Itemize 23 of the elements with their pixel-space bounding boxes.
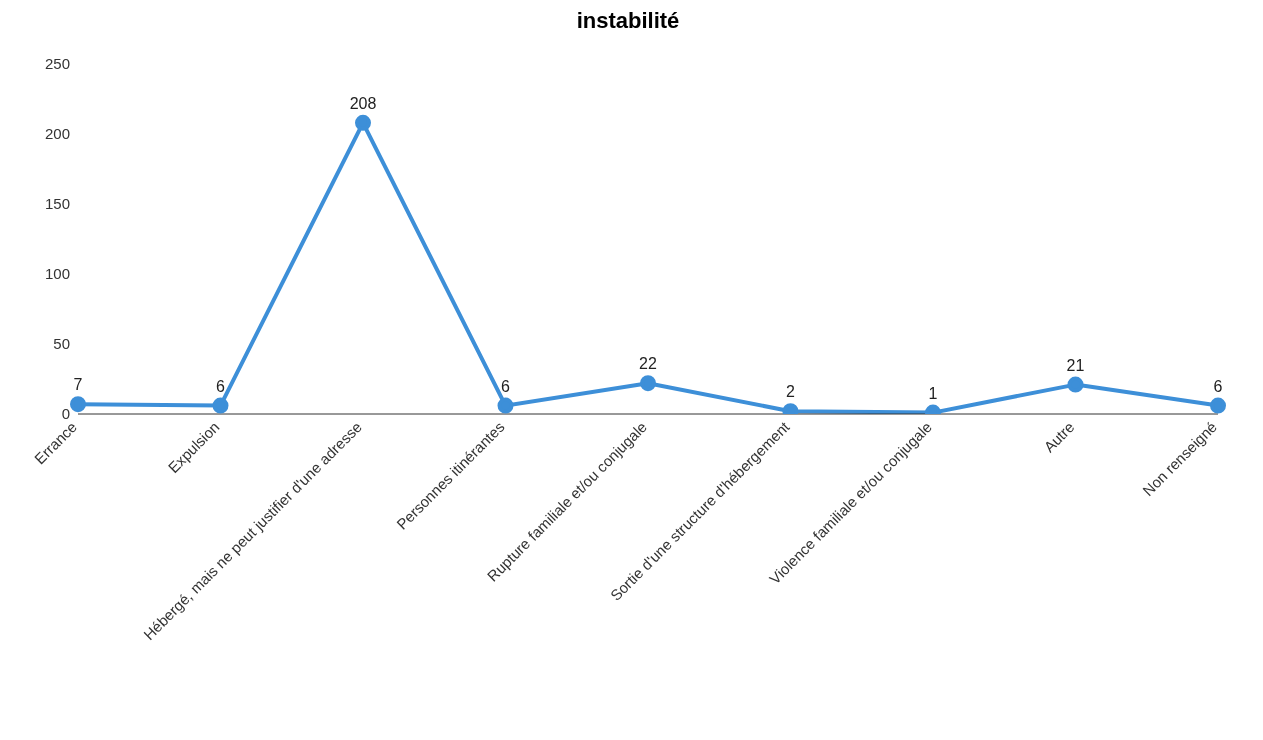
y-tick-label: 100 (44, 265, 70, 283)
data-label: 208 (349, 94, 377, 112)
y-tick-label: 50 (53, 335, 70, 353)
chart-title: instabilité (575, 8, 681, 34)
data-label: 21 (1066, 356, 1085, 374)
point (212, 397, 229, 414)
y-tick-label: 200 (44, 125, 70, 143)
point (497, 397, 514, 414)
point (70, 396, 86, 413)
point (640, 375, 656, 392)
data-label: 7 (73, 376, 83, 394)
data-label: 22 (639, 355, 657, 373)
data-label: 6 (1213, 377, 1223, 395)
data-label: 1 (928, 384, 938, 402)
data-label: 6 (216, 377, 226, 395)
y-tick-label: 250 (44, 55, 70, 73)
point (1067, 376, 1084, 393)
y-tick-label: 150 (44, 195, 70, 213)
data-label: 6 (501, 377, 511, 395)
data-label: 2 (786, 383, 796, 401)
y-tick-label: 0 (61, 405, 70, 423)
point (355, 114, 371, 131)
point (1210, 397, 1226, 414)
